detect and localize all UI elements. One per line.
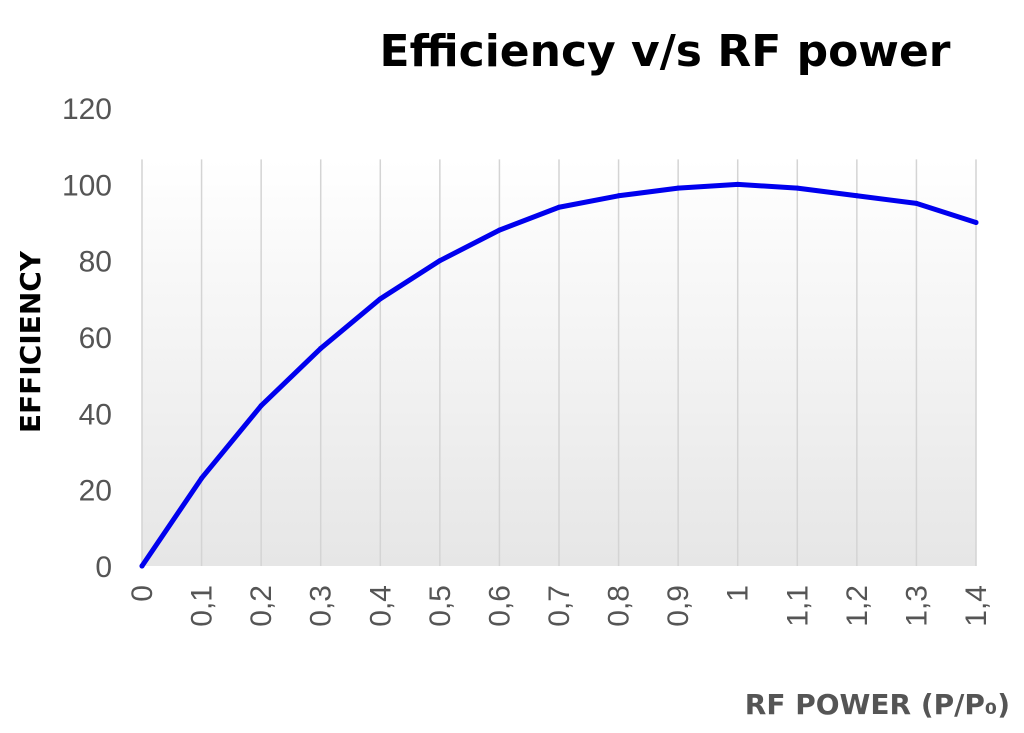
data-point — [616, 193, 622, 199]
data-point — [258, 403, 264, 409]
y-tick-label: 120 — [62, 93, 112, 126]
y-tick-label: 40 — [79, 398, 112, 431]
data-point — [675, 185, 681, 191]
x-tick-label: 1,4 — [960, 585, 993, 627]
data-point — [973, 220, 979, 225]
data-point — [556, 204, 562, 210]
x-tick-label: 0,4 — [364, 585, 397, 627]
x-tick-label: 1 — [722, 585, 755, 602]
data-point — [854, 193, 860, 199]
data-point — [794, 185, 800, 191]
data-point — [139, 563, 145, 569]
x-tick-label: 0,5 — [424, 585, 457, 627]
data-point — [377, 296, 383, 302]
chart-title: Efficiency v/s RF power — [380, 26, 951, 77]
x-tick-label: 0,7 — [543, 585, 576, 627]
y-axis-label: EFFICIENCY — [14, 250, 47, 433]
x-tick-label: 0,9 — [662, 585, 695, 627]
x-tick-label: 1,3 — [900, 585, 933, 627]
x-tick-label: 0,1 — [186, 585, 219, 627]
data-point — [437, 258, 443, 264]
x-tick-label: 0,6 — [483, 585, 516, 627]
data-point — [496, 227, 502, 233]
series-group — [139, 181, 979, 569]
y-tick-label: 100 — [62, 169, 112, 202]
data-point — [735, 181, 741, 187]
data-point — [318, 345, 324, 351]
x-tick-label: 0,8 — [603, 585, 636, 627]
x-tick-label: 0,3 — [305, 585, 338, 627]
data-point — [199, 475, 205, 481]
y-tick-label: 80 — [79, 246, 112, 279]
x-tick-label: 0,2 — [245, 585, 278, 627]
x-axis-ticks: 0 0,1 0,2 0,3 0,4 0,5 0,6 0,7 0,8 0,9 1 1,1 1,2 1,3 1,… — [126, 585, 993, 627]
x-axis-label: RF POWER (P/P₀) — [745, 688, 1010, 721]
y-tick-label: 60 — [79, 322, 112, 355]
data-point — [913, 200, 919, 206]
x-tick-label: 1,1 — [781, 585, 814, 627]
y-tick-label: 20 — [79, 475, 112, 508]
y-axis-ticks: 0 20 40 60 80 100 120 — [62, 93, 112, 584]
x-tick-label: 0 — [126, 585, 159, 602]
x-tick-label: 1,2 — [841, 585, 874, 627]
y-tick-label: 0 — [95, 551, 112, 584]
grid-lines — [141, 159, 977, 566]
